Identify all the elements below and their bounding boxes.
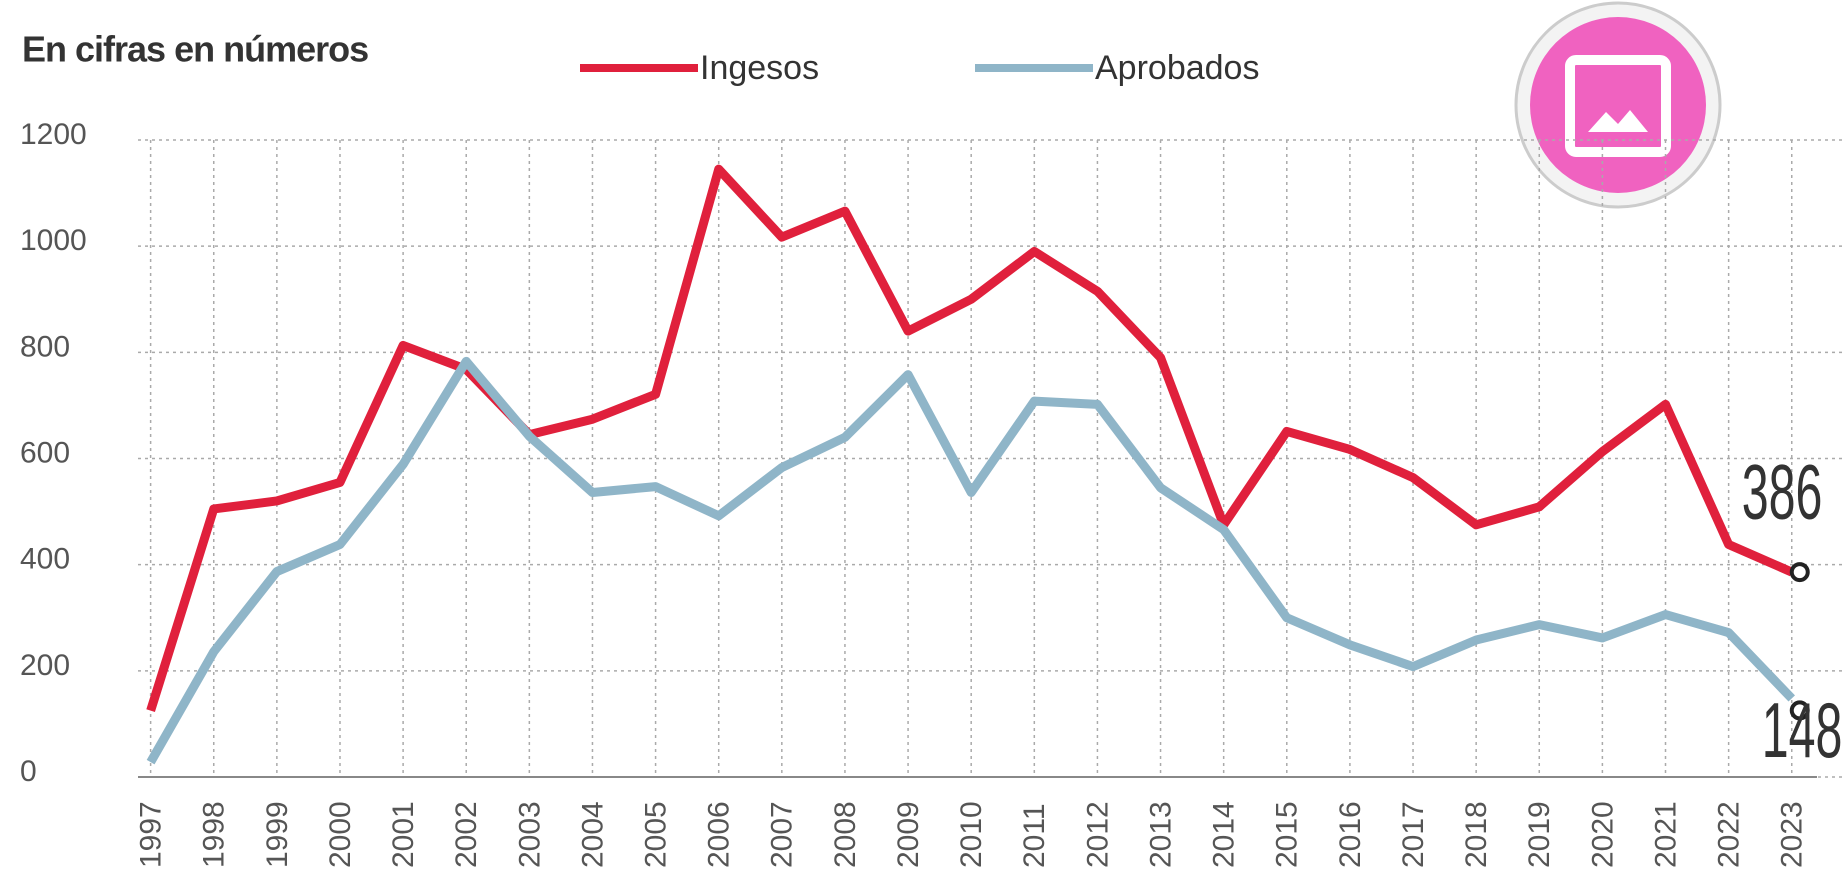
- x-tick-label: 2020: [1586, 801, 1619, 868]
- x-tick-label: 2003: [513, 801, 546, 868]
- x-tick-label: 2021: [1649, 801, 1682, 868]
- end-label: 148: [1762, 686, 1842, 774]
- image-icon: [1514, 1, 1722, 209]
- chart-title: En cifras en números: [22, 29, 368, 70]
- x-tick-label: 1997: [135, 801, 168, 868]
- x-tick-label: 2016: [1334, 801, 1367, 868]
- x-tick-label: 2010: [955, 801, 988, 868]
- y-tick-label: 200: [20, 649, 70, 682]
- y-tick-label: 800: [20, 330, 70, 363]
- x-tick-label: 2015: [1271, 801, 1304, 868]
- y-tick-label: 400: [20, 543, 70, 576]
- legend-label: Aprobados: [1095, 49, 1259, 87]
- x-tick-label: 2006: [703, 801, 736, 868]
- end-marker: [1789, 700, 1810, 721]
- x-tick-label: 2004: [576, 801, 609, 868]
- x-tick-label: 2007: [766, 801, 799, 868]
- series-line: [146, 356, 1795, 765]
- x-tick-label: 2023: [1776, 801, 1809, 868]
- y-tick-label: 0: [20, 755, 37, 788]
- x-tick-label: 2011: [1018, 803, 1051, 868]
- end-marker: [1789, 562, 1810, 583]
- x-tick-label: 1999: [261, 801, 294, 868]
- x-tick-label: 2014: [1208, 801, 1241, 868]
- legend-label: Ingesos: [700, 49, 819, 87]
- x-tick-label: 2008: [829, 801, 862, 868]
- x-tick-label: 2012: [1081, 801, 1114, 868]
- x-tick-label: 2018: [1460, 801, 1493, 868]
- x-tick-label: 2002: [450, 801, 483, 868]
- x-tick-label: 2001: [387, 801, 420, 868]
- y-tick-label: 600: [20, 436, 70, 469]
- x-tick-label: 2005: [640, 801, 673, 868]
- x-tick-label: 1998: [198, 801, 231, 868]
- x-tick-label: 2017: [1397, 801, 1430, 868]
- end-label: 386: [1742, 448, 1823, 536]
- y-tick-label: 1200: [20, 118, 87, 151]
- x-tick-label: 2000: [324, 801, 357, 868]
- x-tick-label: 2022: [1713, 801, 1746, 868]
- x-tick-label: 2009: [892, 801, 925, 868]
- series-line: [146, 164, 1794, 712]
- x-tick-label: 2013: [1144, 801, 1177, 868]
- x-tick-label: 2019: [1523, 801, 1556, 868]
- y-tick-label: 1000: [20, 224, 87, 257]
